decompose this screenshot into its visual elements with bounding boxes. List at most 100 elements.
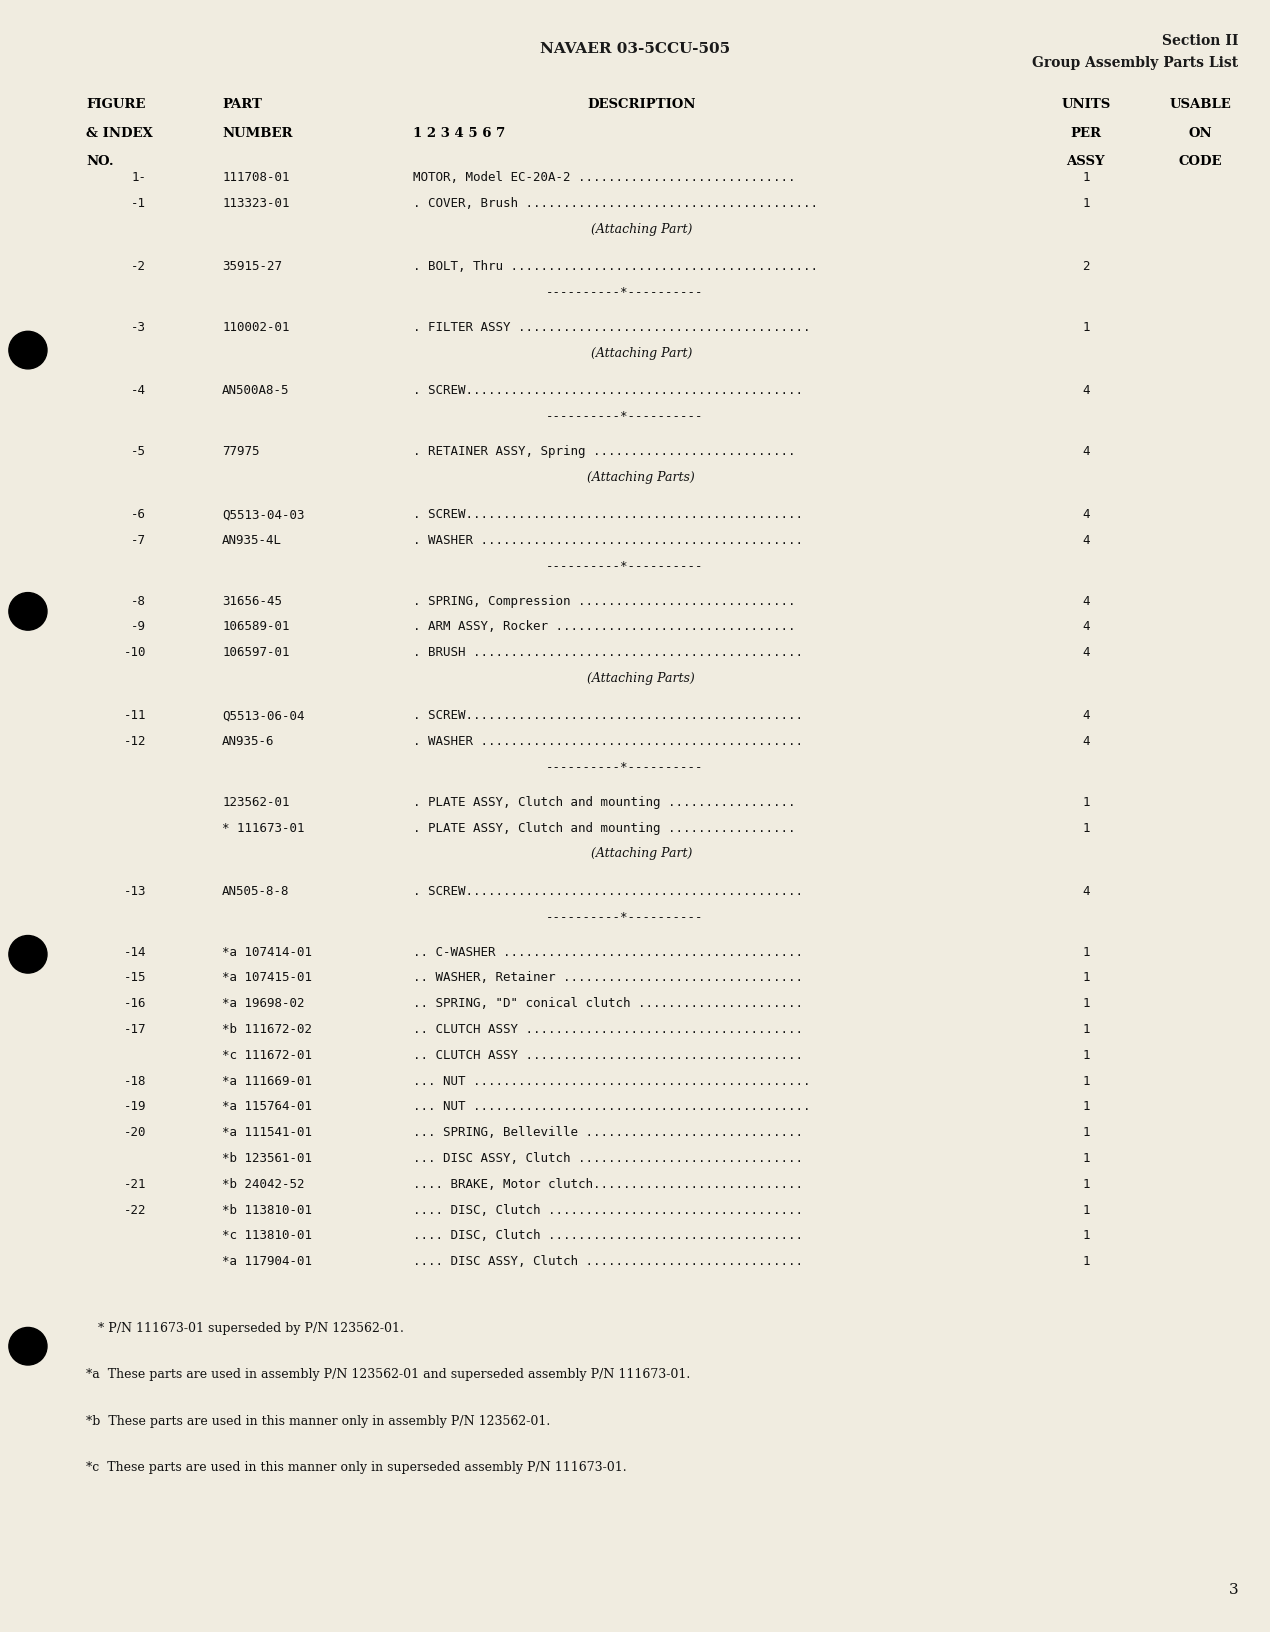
Text: & INDEX: & INDEX (86, 126, 154, 139)
Text: 1: 1 (1082, 945, 1090, 958)
Text: . PLATE ASSY, Clutch and mounting .................: . PLATE ASSY, Clutch and mounting ......… (413, 821, 795, 834)
Text: 113323-01: 113323-01 (222, 197, 290, 211)
Text: 35915-27: 35915-27 (222, 261, 282, 273)
Text: 4: 4 (1082, 620, 1090, 633)
Text: . FILTER ASSY .......................................: . FILTER ASSY ..........................… (413, 322, 810, 335)
Text: ... SPRING, Belleville .............................: ... SPRING, Belleville .................… (413, 1126, 803, 1139)
Text: -1: -1 (131, 197, 146, 211)
Text: (Attaching Parts): (Attaching Parts) (588, 672, 695, 684)
Text: 106589-01: 106589-01 (222, 620, 290, 633)
Text: 1: 1 (1082, 1126, 1090, 1139)
Text: *c 113810-01: *c 113810-01 (222, 1229, 312, 1242)
Text: -15: -15 (123, 971, 146, 984)
Text: 1: 1 (1082, 197, 1090, 211)
Ellipse shape (9, 1328, 47, 1364)
Text: 4: 4 (1082, 444, 1090, 457)
Text: Q5513-06-04: Q5513-06-04 (222, 708, 305, 721)
Text: AN500A8-5: AN500A8-5 (222, 384, 290, 397)
Text: 4: 4 (1082, 734, 1090, 747)
Ellipse shape (9, 592, 47, 630)
Text: 4: 4 (1082, 708, 1090, 721)
Text: 1: 1 (1082, 971, 1090, 984)
Text: *a 107414-01: *a 107414-01 (222, 945, 312, 958)
Text: 4: 4 (1082, 508, 1090, 521)
Text: Q5513-04-03: Q5513-04-03 (222, 508, 305, 521)
Text: AN505-8-8: AN505-8-8 (222, 885, 290, 898)
Text: AN935-6: AN935-6 (222, 734, 274, 747)
Text: . BRUSH ............................................: . BRUSH ................................… (413, 646, 803, 659)
Text: .. CLUTCH ASSY .....................................: .. CLUTCH ASSY .........................… (413, 1048, 803, 1061)
Text: . PLATE ASSY, Clutch and mounting .................: . PLATE ASSY, Clutch and mounting ......… (413, 795, 795, 808)
Text: *a 117904-01: *a 117904-01 (222, 1255, 312, 1268)
Text: CODE: CODE (1179, 155, 1222, 168)
Text: (Attaching Part): (Attaching Part) (591, 346, 692, 359)
Text: -2: -2 (131, 261, 146, 273)
Text: ... DISC ASSY, Clutch ..............................: ... DISC ASSY, Clutch ..................… (413, 1151, 803, 1164)
Text: . RETAINER ASSY, Spring ...........................: . RETAINER ASSY, Spring ................… (413, 444, 795, 457)
Text: *c  These parts are used in this manner only in superseded assembly P/N 111673-0: *c These parts are used in this manner o… (86, 1461, 627, 1474)
Text: *b 123561-01: *b 123561-01 (222, 1151, 312, 1164)
Text: -6: -6 (131, 508, 146, 521)
Text: (Attaching Parts): (Attaching Parts) (588, 470, 695, 483)
Text: Section II: Section II (1162, 34, 1238, 49)
Text: . COVER, Brush .......................................: . COVER, Brush .........................… (413, 197, 818, 211)
Text: .. CLUTCH ASSY .....................................: .. CLUTCH ASSY .........................… (413, 1022, 803, 1035)
Text: . SCREW.............................................: . SCREW.................................… (413, 384, 803, 397)
Text: 1: 1 (1082, 1074, 1090, 1087)
Text: . SPRING, Compression .............................: . SPRING, Compression ..................… (413, 594, 795, 607)
Text: .... BRAKE, Motor clutch............................: .... BRAKE, Motor clutch................… (413, 1177, 803, 1190)
Text: ----------*----------: ----------*---------- (546, 911, 704, 924)
Text: 1: 1 (1082, 1203, 1090, 1216)
Text: -17: -17 (123, 1022, 146, 1035)
Text: -20: -20 (123, 1126, 146, 1139)
Text: MOTOR, Model EC-20A-2 .............................: MOTOR, Model EC-20A-2 ..................… (413, 171, 795, 184)
Text: NAVAER 03-5CCU-505: NAVAER 03-5CCU-505 (540, 42, 730, 57)
Text: -22: -22 (123, 1203, 146, 1216)
Text: *b  These parts are used in this manner only in assembly P/N 123562-01.: *b These parts are used in this manner o… (86, 1413, 551, 1426)
Text: ASSY: ASSY (1067, 155, 1105, 168)
Text: 1: 1 (1082, 1022, 1090, 1035)
Text: 1: 1 (1082, 1100, 1090, 1113)
Text: 1: 1 (1082, 171, 1090, 184)
Text: 31656-45: 31656-45 (222, 594, 282, 607)
Text: ----------*----------: ----------*---------- (546, 560, 704, 573)
Text: 4: 4 (1082, 384, 1090, 397)
Text: 1: 1 (1082, 1151, 1090, 1164)
Text: *b 24042-52: *b 24042-52 (222, 1177, 305, 1190)
Text: .. WASHER, Retainer ................................: .. WASHER, Retainer ....................… (413, 971, 803, 984)
Text: . SCREW.............................................: . SCREW.................................… (413, 885, 803, 898)
Text: NUMBER: NUMBER (222, 126, 293, 139)
Text: . BOLT, Thru .........................................: . BOLT, Thru ...........................… (413, 261, 818, 273)
Text: 111708-01: 111708-01 (222, 171, 290, 184)
Text: . WASHER ...........................................: . WASHER ...............................… (413, 534, 803, 547)
Text: 1: 1 (1082, 1229, 1090, 1242)
Text: 1-: 1- (131, 171, 146, 184)
Text: -21: -21 (123, 1177, 146, 1190)
Text: .... DISC, Clutch ..................................: .... DISC, Clutch ......................… (413, 1229, 803, 1242)
Text: 106597-01: 106597-01 (222, 646, 290, 659)
Text: . SCREW.............................................: . SCREW.................................… (413, 708, 803, 721)
Text: -18: -18 (123, 1074, 146, 1087)
Text: 3: 3 (1228, 1581, 1238, 1596)
Text: (Attaching Part): (Attaching Part) (591, 224, 692, 237)
Text: *a 115764-01: *a 115764-01 (222, 1100, 312, 1113)
Text: ... NUT .............................................: ... NUT ................................… (413, 1074, 810, 1087)
Text: *a 19698-02: *a 19698-02 (222, 997, 305, 1010)
Text: ON: ON (1189, 126, 1212, 139)
Text: -4: -4 (131, 384, 146, 397)
Text: *b 111672-02: *b 111672-02 (222, 1022, 312, 1035)
Text: 123562-01: 123562-01 (222, 795, 290, 808)
Text: Group Assembly Parts List: Group Assembly Parts List (1033, 55, 1238, 70)
Text: 4: 4 (1082, 646, 1090, 659)
Text: .. C-WASHER ........................................: .. C-WASHER ............................… (413, 945, 803, 958)
Text: DESCRIPTION: DESCRIPTION (587, 98, 696, 111)
Text: PART: PART (222, 98, 262, 111)
Text: -19: -19 (123, 1100, 146, 1113)
Text: . SCREW.............................................: . SCREW.................................… (413, 508, 803, 521)
Text: * 111673-01: * 111673-01 (222, 821, 305, 834)
Text: -11: -11 (123, 708, 146, 721)
Text: .... DISC ASSY, Clutch .............................: .... DISC ASSY, Clutch .................… (413, 1255, 803, 1268)
Text: 1: 1 (1082, 821, 1090, 834)
Text: 1: 1 (1082, 1177, 1090, 1190)
Text: 1: 1 (1082, 1048, 1090, 1061)
